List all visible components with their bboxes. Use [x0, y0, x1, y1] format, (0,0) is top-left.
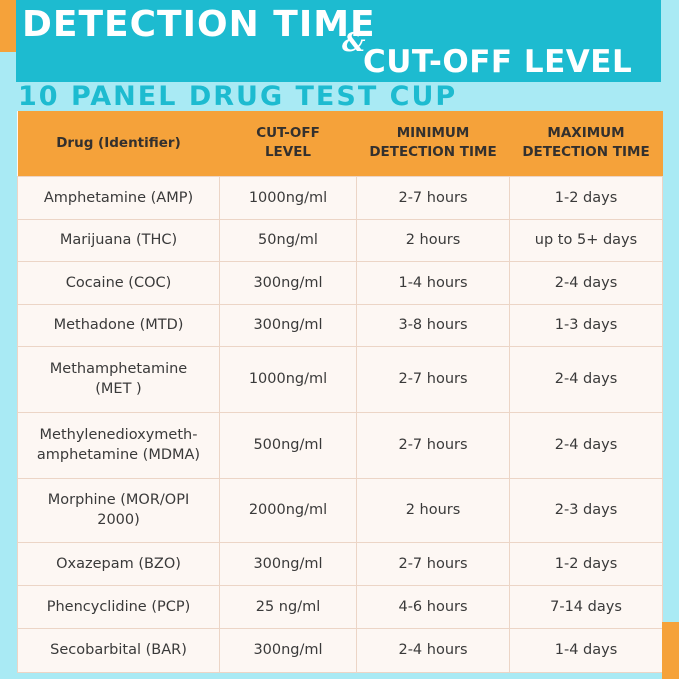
title-line-1: DETECTION TIME [22, 4, 376, 45]
min-time-cell: 4-6 hours [356, 584, 510, 629]
cutoff-cell: 500ng/ml [219, 411, 357, 479]
drug-cell: Phencyclidine (PCP) [17, 584, 220, 629]
orange-accent-left [0, 0, 16, 52]
cutoff-cell: 50ng/ml [219, 218, 357, 262]
max-time-cell: 1-3 days [509, 303, 663, 347]
table-row: Oxazepam (BZO) 300ng/ml 2-7 hours 1-2 days [17, 541, 663, 586]
cutoff-cell: 2000ng/ml [219, 477, 357, 543]
title-banner [16, 0, 661, 82]
table-row: Methamphetamine (MET ) 1000ng/ml 2-7 hours 2… [17, 345, 663, 413]
min-time-cell: 3-8 hours [356, 303, 510, 347]
drug-cell: Amphetamine (AMP) [17, 175, 220, 220]
cutoff-cell: 1000ng/ml [219, 345, 357, 413]
cutoff-cell: 1000ng/ml [219, 175, 357, 220]
table-row: Methadone (MTD) 300ng/ml 3-8 hours 1-3 days [17, 303, 663, 347]
table-row: Phencyclidine (PCP) 25 ng/ml 4-6 hours 7-14… [17, 584, 663, 629]
max-time-cell: up to 5+ days [509, 218, 663, 262]
min-time-cell: 2 hours [356, 218, 510, 262]
column-header-min-time: MINIMUM DETECTION TIME [356, 111, 510, 176]
drug-cell: Morphine (MOR/OPI 2000) [17, 477, 220, 543]
column-header-drug: Drug (Identifier) [17, 111, 220, 176]
drug-cell: Oxazepam (BZO) [17, 541, 220, 586]
cutoff-cell: 25 ng/ml [219, 584, 357, 629]
min-time-cell: 2-7 hours [356, 411, 510, 479]
drug-test-table: Drug (Identifier) CUT-OFF LEVEL MINIMUM DE… [17, 111, 663, 674]
orange-accent-right [662, 622, 679, 679]
subtitle: 10 PANEL DRUG TEST CUP [18, 81, 458, 112]
drug-cell: Methylenedioxymeth-amphetamine (MDMA) [17, 411, 220, 479]
drug-cell: Secobarbital (BAR) [17, 627, 220, 674]
max-time-cell: 1-4 days [509, 627, 663, 674]
table-row: Amphetamine (AMP) 1000ng/ml 2-7 hours 1-2 d… [17, 175, 663, 220]
table-row: Methylenedioxymeth-amphetamine (MDMA) 500… [17, 411, 663, 479]
table-row: Morphine (MOR/OPI 2000) 2000ng/ml 2 hours 2-… [17, 477, 663, 543]
max-time-cell: 7-14 days [509, 584, 663, 629]
max-time-cell: 2-3 days [509, 477, 663, 543]
min-time-cell: 1-4 hours [356, 260, 510, 305]
column-header-max-time: MAXIMUM DETECTION TIME [509, 111, 663, 176]
max-time-cell: 2-4 days [509, 260, 663, 305]
title-line-2: CUT-OFF LEVEL [363, 44, 633, 80]
max-time-cell: 2-4 days [509, 411, 663, 479]
drug-cell: Cocaine (COC) [17, 260, 220, 305]
cutoff-cell: 300ng/ml [219, 303, 357, 347]
drug-cell: Methamphetamine (MET ) [17, 345, 220, 413]
drug-cell: Marijuana (THC) [17, 218, 220, 262]
cutoff-cell: 300ng/ml [219, 260, 357, 305]
max-time-cell: 1-2 days [509, 175, 663, 220]
table-row: Cocaine (COC) 300ng/ml 1-4 hours 2-4 days [17, 260, 663, 305]
min-time-cell: 2-4 hours [356, 627, 510, 674]
min-time-cell: 2-7 hours [356, 175, 510, 220]
table-row: Marijuana (THC) 50ng/ml 2 hours up to 5+ da… [17, 218, 663, 262]
max-time-cell: 1-2 days [509, 541, 663, 586]
column-header-cutoff: CUT-OFF LEVEL [219, 111, 357, 176]
table-body: Amphetamine (AMP) 1000ng/ml 2-7 hours 1-2 d… [17, 175, 663, 674]
min-time-cell: 2-7 hours [356, 345, 510, 413]
min-time-cell: 2 hours [356, 477, 510, 543]
title-ampersand: & [342, 28, 366, 58]
min-time-cell: 2-7 hours [356, 541, 510, 586]
cutoff-cell: 300ng/ml [219, 541, 357, 586]
max-time-cell: 2-4 days [509, 345, 663, 413]
table-row: Secobarbital (BAR) 300ng/ml 2-4 hours 1-4 d… [17, 627, 663, 674]
table-header-row: Drug (Identifier) CUT-OFF LEVEL MINIMUM DE… [17, 111, 663, 176]
cutoff-cell: 300ng/ml [219, 627, 357, 674]
drug-cell: Methadone (MTD) [17, 303, 220, 347]
